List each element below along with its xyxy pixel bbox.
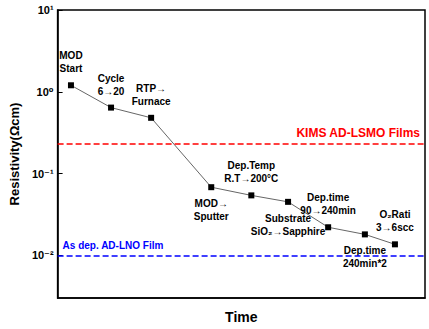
svg-text:90→240min: 90→240min (300, 205, 356, 216)
svg-text:10⁰: 10⁰ (37, 86, 54, 98)
svg-text:3→6scc: 3→6scc (376, 222, 414, 233)
svg-text:Dep.time: Dep.time (307, 192, 350, 203)
svg-text:10¹: 10¹ (38, 4, 54, 16)
svg-text:MOD→: MOD→ (195, 198, 228, 209)
svg-text:SiO₂→Sapphire: SiO₂→Sapphire (251, 226, 326, 237)
svg-text:10⁻²: 10⁻² (32, 249, 54, 261)
svg-text:Sputter: Sputter (194, 211, 229, 222)
svg-text:R.T→200°C: R.T→200°C (224, 173, 278, 184)
svg-text:6→20: 6→20 (98, 86, 125, 97)
svg-text:Start: Start (60, 63, 83, 74)
svg-text:MOD: MOD (59, 50, 82, 61)
svg-text:Cycle: Cycle (98, 73, 125, 84)
svg-text:Furnace: Furnace (132, 96, 171, 107)
svg-text:Dep.Temp: Dep.Temp (228, 160, 276, 171)
svg-text:O₂Rati: O₂Rati (379, 209, 410, 220)
svg-text:10⁻¹: 10⁻¹ (32, 168, 54, 180)
svg-text:Resistivity(Ωcm): Resistivity(Ωcm) (7, 103, 22, 206)
svg-text:240min*2: 240min*2 (343, 258, 387, 269)
svg-text:RTP→: RTP→ (136, 83, 166, 94)
svg-text:Substrate: Substrate (265, 212, 312, 224)
svg-text:Dep.time: Dep.time (344, 245, 387, 256)
svg-text:Time: Time (225, 309, 258, 325)
svg-text:As dep. AD-LNO Film: As dep. AD-LNO Film (63, 240, 164, 251)
svg-text:KIMS AD-LSMO Films: KIMS AD-LSMO Films (296, 126, 420, 140)
